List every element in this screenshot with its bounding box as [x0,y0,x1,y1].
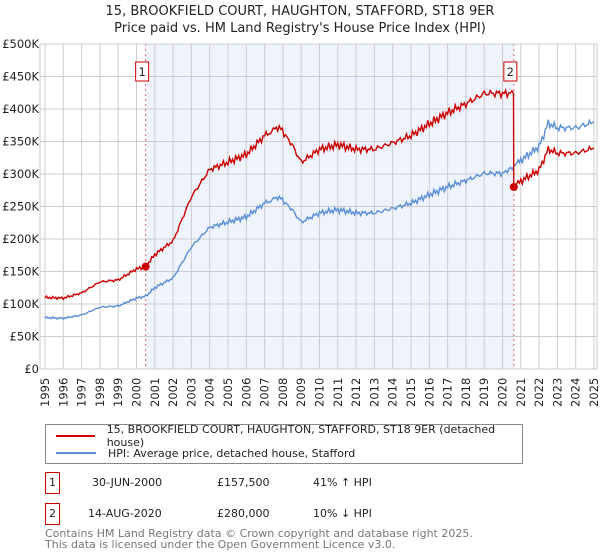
hpi-line [44,118,595,321]
y-tick-label: £200K [2,232,39,246]
x-tick-label: 2020 [496,378,510,407]
x-tick-label: 2001 [148,378,162,407]
footer-line: This data is licensed under the Open Gov… [45,538,396,551]
x-tick-label: 1997 [75,378,89,407]
x-tick-label: 2018 [459,378,473,407]
legend-item-property: 15, BROOKFIELD COURT, HAUGHTON, STAFFORD… [56,423,522,449]
legend-label: HPI: Average price, detached house, Staf… [108,446,356,460]
sale-marker-label: 2 [507,65,514,79]
sale-marker-label: 1 [138,65,145,79]
x-tick-label: 2000 [130,378,144,407]
y-tick-label: £450K [2,70,39,84]
chart-subtitle: Price paid vs. HM Land Registry's House … [114,21,486,36]
x-tick-label: 2002 [166,378,180,407]
x-tick-label: 2005 [221,378,235,407]
x-tick-label: 2009 [294,378,308,407]
sale-point [509,183,518,191]
plot-area: 1995 1996 1997 1998 1999 2000 2001 2002 2003 2004… [2,37,600,407]
x-tick-label: 2024 [569,378,583,407]
sale-marker: 1 [45,472,60,494]
footer-line: Contains HM Land Registry data © Crown c… [45,527,473,540]
sale-date: 30-JUN-2000 [92,476,163,489]
x-tick-label: 2015 [404,378,418,407]
sale-date: 14-AUG-2020 [88,507,162,520]
sale-hpi-diff: 41% ↑ HPI [313,476,372,489]
y-tick-label: £350K [2,135,39,149]
x-tick-label: 2003 [184,378,198,407]
sale-marker-box [503,61,518,82]
legend: 15, BROOKFIELD COURT, HAUGHTON, STAFFORD… [45,423,523,464]
y-tick-label: £150K [2,265,39,279]
x-tick-label: 2004 [203,378,217,407]
plot-frame [39,43,598,370]
x-tick-label: 1996 [56,378,70,407]
x-tick-label: 2011 [331,378,345,407]
x-tick-label: 2019 [477,378,491,407]
x-tick-label: 2007 [258,378,272,407]
x-tick-label: 2022 [532,378,546,407]
footer: Contains HM Land Registry data © Crown c… [45,528,473,550]
property-price-line [44,88,595,301]
x-tick-label: 1999 [111,378,125,407]
x-tick-label: 2014 [386,378,400,407]
y-tick-label: £400K [2,102,39,116]
sale-price: £157,500 [217,476,270,489]
chart-title: 15, BROOKFIELD COURT, HAUGHTON, STAFFORD… [105,4,495,19]
y-tick-label: £100K [2,297,39,311]
legend-swatch-red [56,435,95,437]
sale-row: 2 14-AUG-2020 £280,000 10% ↓ HPI [45,503,545,525]
x-tick-label: 2016 [422,378,436,407]
x-tick-label: 2006 [239,378,253,407]
y-tick-label: £250K [2,200,39,214]
x-tick-label: 2008 [276,378,290,407]
x-tick-label: 1995 [38,378,52,407]
x-tick-label: 2017 [441,378,455,407]
legend-label: 15, BROOKFIELD COURT, HAUGHTON, STAFFORD… [106,423,496,449]
sale-row: 1 30-JUN-2000 £157,500 41% ↑ HPI [45,472,545,494]
legend-item-hpi: HPI: Average price, detached house, Staf… [56,445,355,461]
x-tick-label: 2012 [349,378,363,407]
y-tick-label: £0 [24,362,39,376]
sale-price: £280,000 [217,507,270,520]
x-tick-label: 2023 [550,378,564,407]
y-tick-label: £50K [10,330,40,344]
x-tick-label: 2013 [367,378,381,407]
x-tick-label: 2025 [587,378,600,407]
sale-hpi-diff: 10% ↓ HPI [313,507,372,520]
legend-swatch-blue [56,452,96,454]
x-tick-label: 1998 [93,378,107,407]
x-tick-label: 2010 [313,378,327,407]
y-tick-label: £500K [2,37,39,51]
sale-point [141,262,150,271]
x-tick-label: 2021 [514,378,528,407]
sale-marker-box [135,61,150,82]
y-tick-label: £300K [2,167,39,181]
sale-marker: 2 [45,503,60,525]
